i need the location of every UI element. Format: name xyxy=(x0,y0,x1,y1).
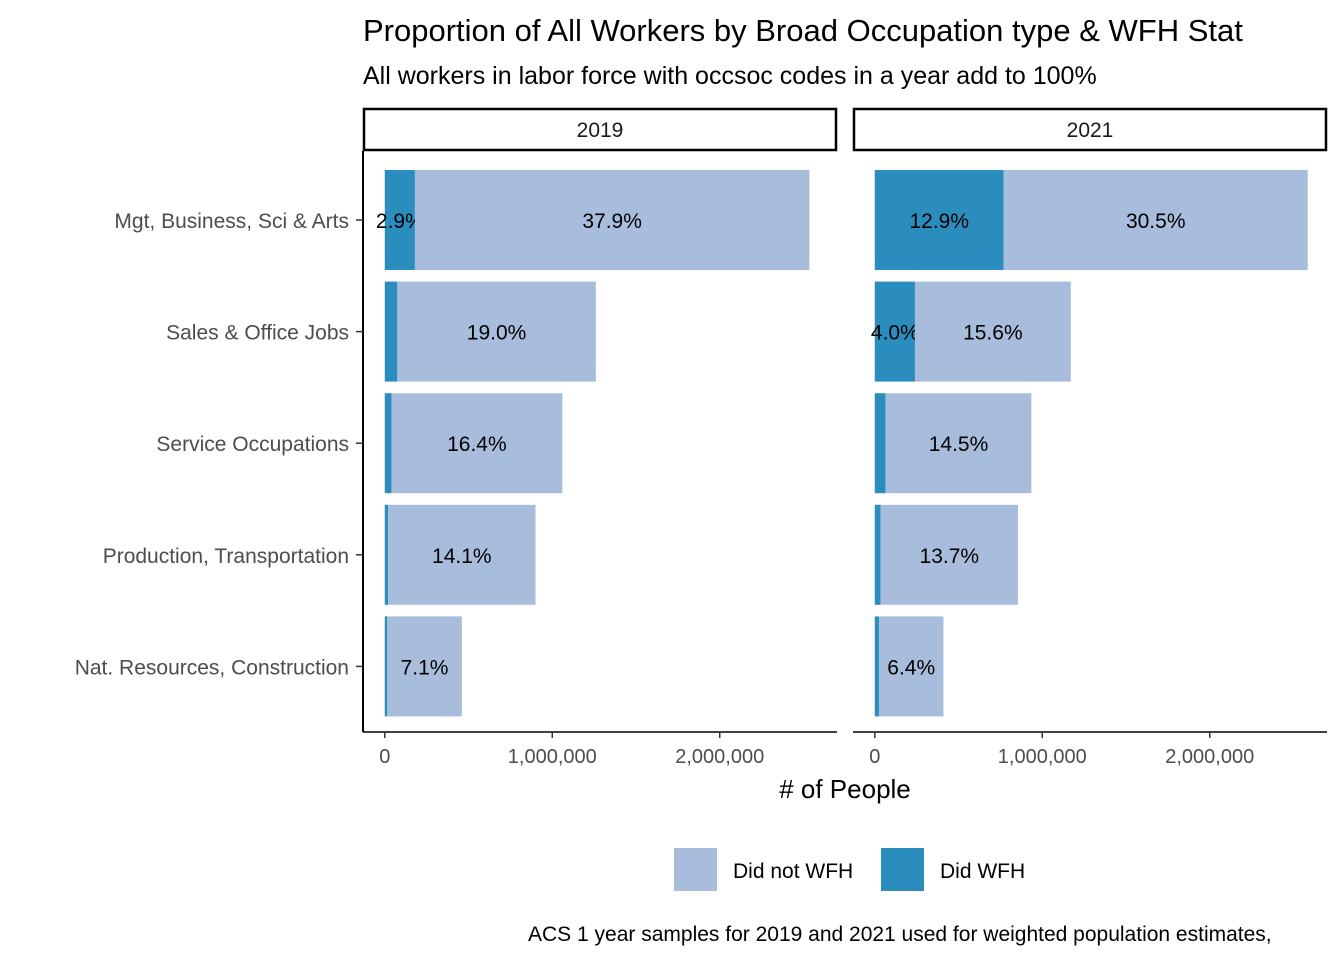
bar-did-wfh-service-occupations xyxy=(874,393,886,494)
x-tick-label: 2,000,000 xyxy=(1165,746,1254,768)
bar-did-wfh-mgt-business-sci-arts xyxy=(384,170,415,270)
y-axis: Mgt, Business, Sci & Arts Sales & Office … xyxy=(75,210,363,679)
bar-did-not-wfh-sales-office-jobs xyxy=(914,281,1071,382)
legend-label: Did WFH xyxy=(940,860,1025,883)
bar-did-not-wfh-nat-resources-construction xyxy=(387,616,462,717)
data-label: 16.4% xyxy=(447,433,507,456)
x-tick-label: 1,000,000 xyxy=(998,746,1087,768)
legend: Did not WFH Did WFH xyxy=(674,848,1025,891)
bar-did-not-wfh-mgt-business-sci-arts xyxy=(1003,170,1308,270)
y-tick-label: Sales & Office Jobs xyxy=(166,322,349,345)
chart-caption: ACS 1 year samples for 2019 and 2021 use… xyxy=(528,923,1272,946)
data-label: 13.7% xyxy=(920,545,980,568)
bar-did-wfh-nat-resources-construction xyxy=(384,616,388,717)
bar-did-wfh-production-transportation xyxy=(874,504,881,605)
chart-title: Proportion of All Workers by Broad Occup… xyxy=(363,13,1243,48)
bar-did-not-wfh-production-transportation xyxy=(388,504,536,605)
x-tick-label: 1,000,000 xyxy=(508,746,597,768)
bar-did-wfh-sales-office-jobs xyxy=(384,281,398,382)
legend-label: Did not WFH xyxy=(733,860,853,883)
x-tick-label: 2,000,000 xyxy=(675,746,764,768)
data-label: 4.0% xyxy=(871,322,919,345)
data-label: 14.5% xyxy=(929,433,989,456)
data-label: 12.9% xyxy=(909,210,969,233)
data-label: 15.6% xyxy=(963,322,1023,345)
bar-did-not-wfh-mgt-business-sci-arts xyxy=(414,170,810,270)
bar-did-not-wfh-production-transportation xyxy=(880,504,1018,605)
data-label: 19.0% xyxy=(467,322,527,345)
facet-label: 2019 xyxy=(577,119,624,142)
data-label: 30.5% xyxy=(1126,210,1186,233)
y-tick-label: Mgt, Business, Sci & Arts xyxy=(114,210,349,233)
y-tick-label: Service Occupations xyxy=(156,433,349,456)
x-axis-title: # of People xyxy=(779,774,911,804)
facet-label: 2021 xyxy=(1067,119,1114,142)
bar-did-wfh-sales-office-jobs xyxy=(874,281,915,382)
bar-did-not-wfh-service-occupations xyxy=(885,393,1032,494)
bar-did-wfh-mgt-business-sci-arts xyxy=(874,170,1004,270)
bar-did-not-wfh-sales-office-jobs xyxy=(397,281,596,382)
facet-strip xyxy=(852,107,1328,152)
chart-subtitle: All workers in labor force with occsoc c… xyxy=(363,62,1097,90)
bar-did-wfh-nat-resources-construction xyxy=(874,616,879,717)
panels: 2019 2.9% 37.9% 19.0% 16.4% 14.1% 7.1% 0 1,000,0… xyxy=(362,107,1328,768)
bar-did-not-wfh-service-occupations xyxy=(391,393,563,494)
panel-2019: 2019 2.9% 37.9% 19.0% 16.4% 14.1% 7.1% 0 1,000,0… xyxy=(362,107,838,768)
panel-2021: 2021 12.9% 4.0% 30.5% 15.6% 14.5% 13.7% 6.4% 0 1,… xyxy=(852,107,1328,768)
data-label: 7.1% xyxy=(401,656,449,679)
data-label: 6.4% xyxy=(887,656,935,679)
x-tick-label: 0 xyxy=(379,746,390,768)
y-tick-label: Production, Transportation xyxy=(103,545,349,568)
legend-key-did-wfh xyxy=(881,848,924,891)
y-tick-label: Nat. Resources, Construction xyxy=(75,656,349,679)
data-label: 2.9% xyxy=(376,210,424,233)
x-tick-label: 0 xyxy=(869,746,880,768)
bar-did-wfh-service-occupations xyxy=(384,393,392,494)
bar-did-not-wfh-nat-resources-construction xyxy=(878,616,944,717)
legend-key-did-not-wfh xyxy=(674,848,717,891)
bar-did-wfh-production-transportation xyxy=(384,504,389,605)
data-label: 37.9% xyxy=(582,210,642,233)
data-label: 14.1% xyxy=(432,545,492,568)
facet-strip xyxy=(362,107,838,152)
